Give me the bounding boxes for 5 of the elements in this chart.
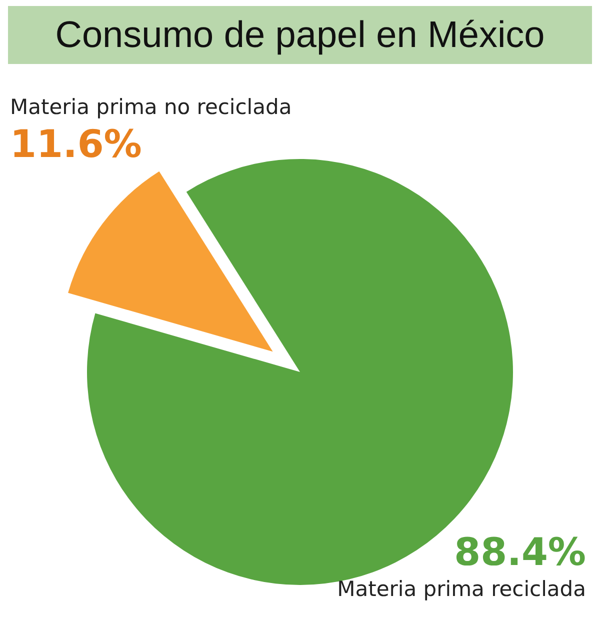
slice-label: Materia prima reciclada [337, 576, 586, 603]
data-label: 11.6% [10, 122, 143, 166]
data-label: 88.4% [453, 530, 586, 574]
slice-label: Materia prima no reciclada [10, 94, 292, 121]
chart-title: Consumo de papel en México [8, 6, 592, 64]
